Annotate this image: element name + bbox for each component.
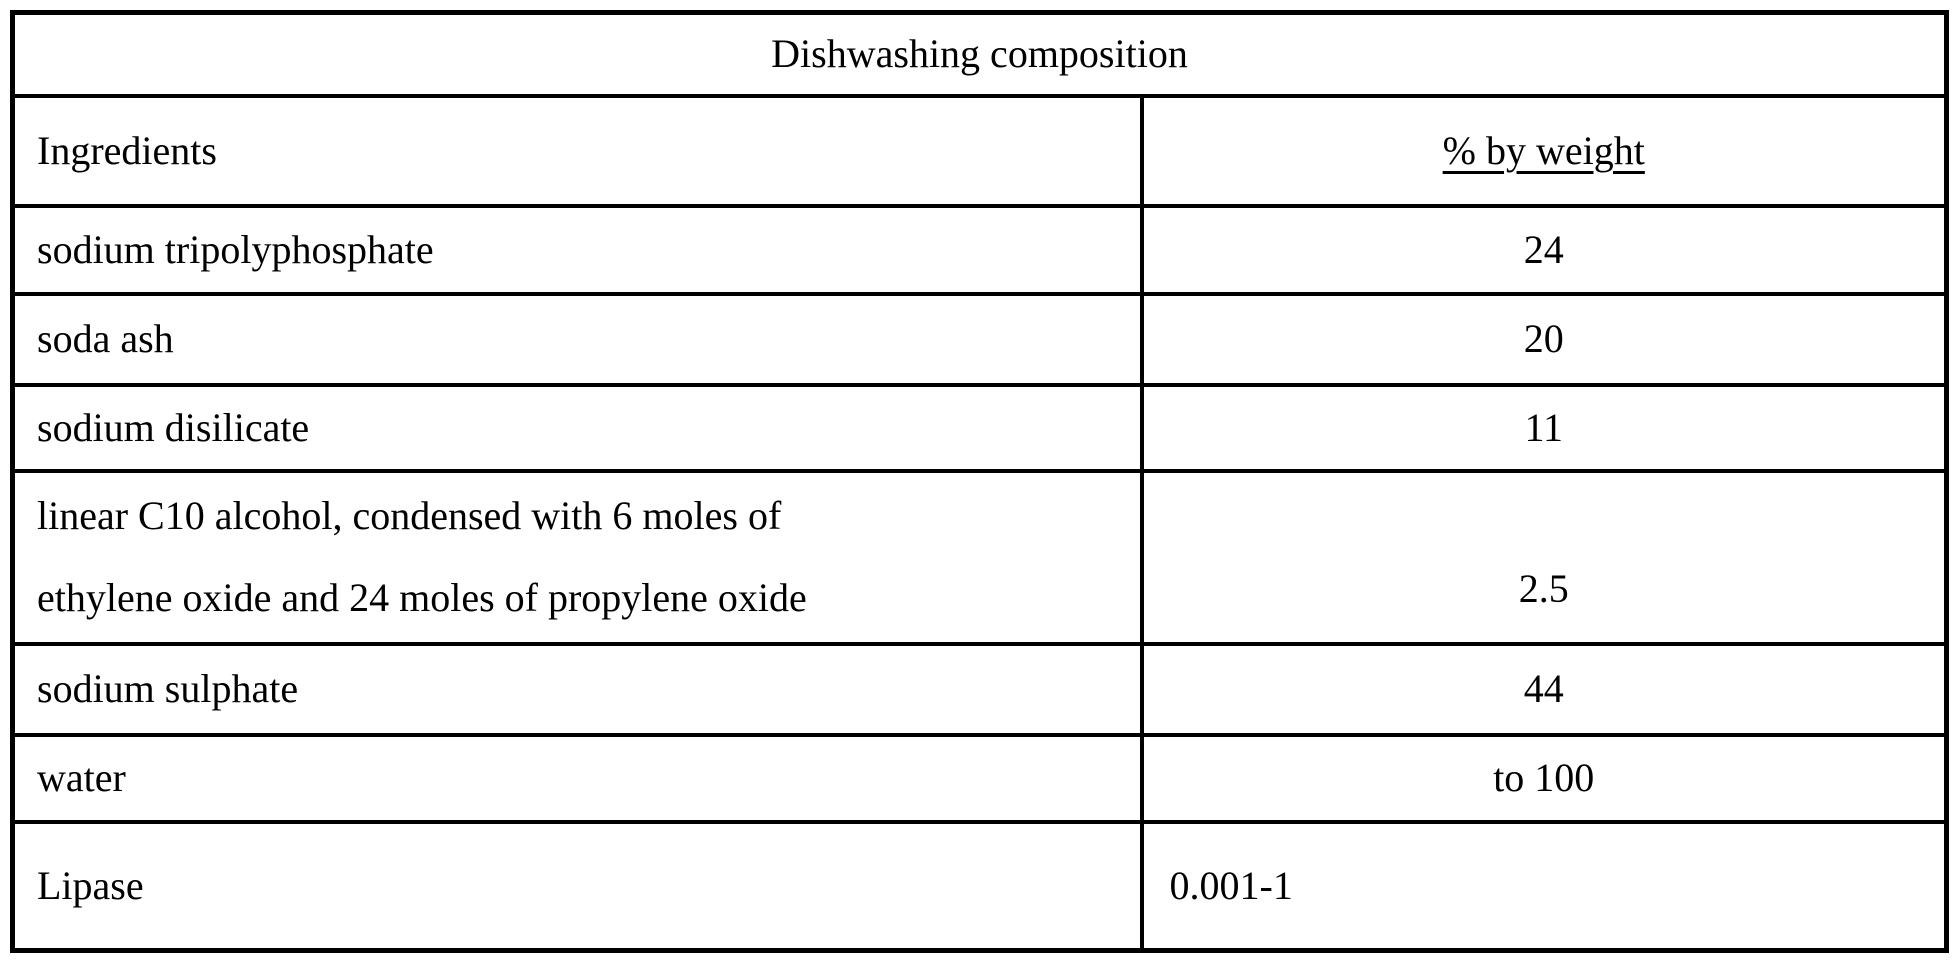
table-row: soda ash 20: [10, 291, 1949, 387]
table-row: Lipase 0.001-1: [10, 819, 1949, 953]
table-title-row: Dishwashing composition: [10, 10, 1949, 98]
value-cell: 0.001-1: [1139, 819, 1949, 953]
column-header-weight: % by weight: [1139, 93, 1949, 208]
column-header-ingredients: Ingredients: [10, 93, 1144, 208]
ingredient-cell: sodium sulphate: [10, 641, 1144, 737]
ingredient-cell: sodium tripolyphosphate: [10, 203, 1144, 296]
table-row: sodium disilicate 11: [10, 382, 1949, 473]
ingredient-cell: sodium disilicate: [10, 382, 1144, 473]
value-cell: 2.5: [1139, 468, 1949, 646]
table-row: sodium tripolyphosphate 24: [10, 203, 1949, 296]
ingredient-cell: linear C10 alcohol, condensed with 6 mol…: [10, 468, 1144, 646]
value-cell: 11: [1139, 382, 1949, 473]
ingredient-cell: Lipase: [10, 819, 1144, 953]
value-cell: 24: [1139, 203, 1949, 296]
ingredient-cell: soda ash: [10, 291, 1144, 387]
table-title: Dishwashing composition: [10, 10, 1949, 98]
ingredient-line-2: ethylene oxide and 24 moles of propylene…: [37, 575, 807, 620]
ingredient-cell: water: [10, 732, 1144, 824]
table-row: linear C10 alcohol, condensed with 6 mol…: [10, 468, 1949, 646]
table-row: water to 100: [10, 732, 1949, 824]
value-cell: 20: [1139, 291, 1949, 387]
table-header-row: Ingredients % by weight: [10, 93, 1949, 208]
table-row: sodium sulphate 44: [10, 641, 1949, 737]
value-cell: to 100: [1139, 732, 1949, 824]
ingredient-line-1: linear C10 alcohol, condensed with 6 mol…: [37, 493, 782, 538]
dishwashing-composition-table: Dishwashing composition Ingredients % by…: [10, 10, 1950, 953]
value-cell: 44: [1139, 641, 1949, 737]
column-header-weight-label: % by weight: [1442, 127, 1645, 173]
